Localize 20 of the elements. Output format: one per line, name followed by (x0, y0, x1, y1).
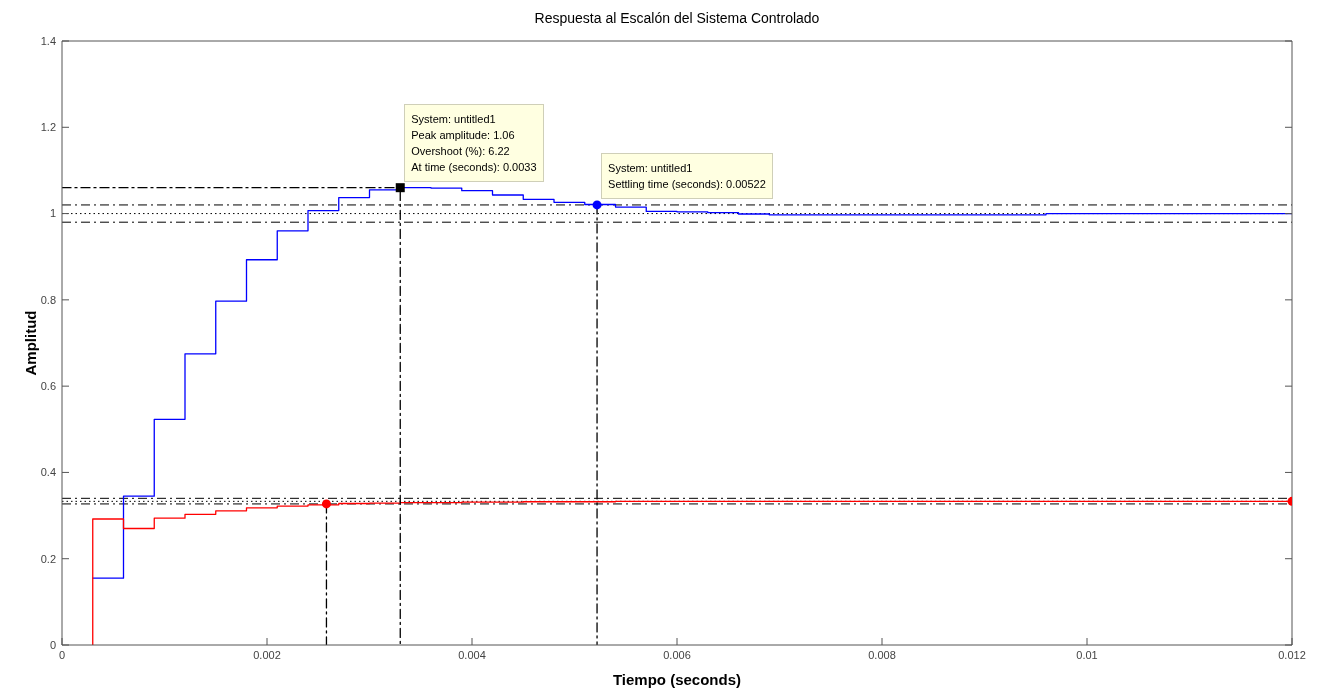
x-tick-label: 0 (58, 648, 66, 661)
y-tick-label: 0.8 (40, 293, 56, 306)
y-tick-label: 1.2 (40, 121, 56, 134)
x-tick-label: 0.012 (1278, 648, 1306, 661)
annotation: System: untitled1 Peak amplitude: 1.06 Overshoot (%): 6.22 At time (seconds): 0.0033 (404, 103, 544, 182)
annotation: System: untitled1 Settling time (seconds): 0.00522 (601, 152, 773, 199)
y-tick-label: 0 (49, 638, 56, 651)
x-tick-label: 0.004 (458, 648, 486, 661)
x-axis-title: Tiempo (seconds) (612, 671, 742, 688)
x-tick-label: 0.008 (868, 648, 896, 661)
y-axis-title: Amplitud (21, 310, 39, 376)
chart-title: Respuesta al Escalón del Sistema Controlado (533, 10, 821, 26)
y-tick-label: 0.2 (40, 552, 56, 565)
y-tick-label: 1 (49, 207, 56, 220)
y-tick-label: 0.6 (40, 380, 56, 393)
x-tick-label: 0.002 (253, 648, 281, 661)
x-tick-label: 0.01 (1076, 648, 1098, 661)
y-tick-label: 1.4 (40, 34, 56, 47)
x-tick-label: 0.006 (663, 648, 691, 661)
y-tick-label: 0.4 (40, 466, 56, 479)
